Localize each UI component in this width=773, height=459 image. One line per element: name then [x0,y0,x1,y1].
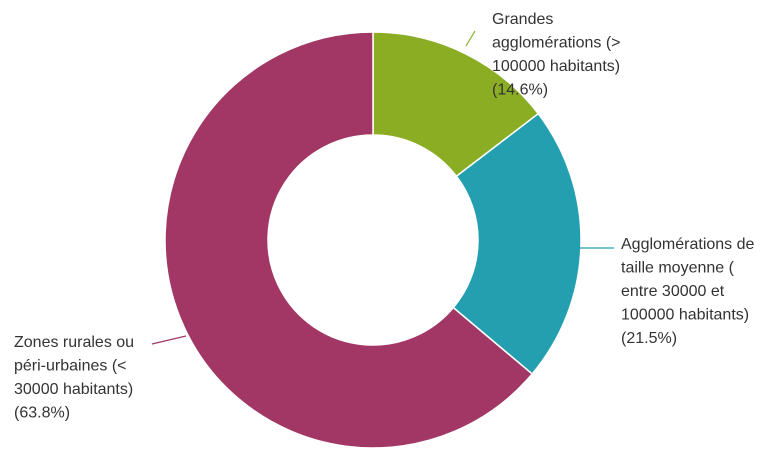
leader-line-2 [151,335,187,345]
leader-line-0 [465,30,476,47]
slice-label-0-line-3: (14.6%) [492,82,548,99]
donut-slices [164,31,582,449]
slice-label-2-line-2: 30000 habitants) [14,381,133,398]
slice-label-0: Grandes agglomérations (> 100000 habitants… [492,11,621,99]
slice-1 [452,112,582,376]
slice-label-1-line-1: taille moyenne ( [621,260,735,277]
slice-label-0-line-2: 100000 habitants) [492,58,620,75]
slice-label-0-line-1: agglomérations (> [492,35,621,52]
slice-label-2-line-0: Zones rurales ou [14,334,134,351]
slice-label-1-line-0: Agglomérations de [621,236,755,253]
slice-label-1-line-3: 100000 habitants) [621,307,749,324]
slice-2 [164,31,534,449]
slice-label-2: Zones rurales ou péri-urbaines (< 30000 ha… [14,334,134,422]
slice-label-2-line-1: péri-urbaines (< [14,358,127,375]
slice-label-1-line-2: entre 30000 et [621,283,725,300]
slice-label-2-line-3: (63.8%) [14,405,70,422]
leader-lines [151,30,614,345]
slice-label-1-line-4: (21.5%) [621,330,677,347]
slice-labels: Grandes agglomérations (> 100000 habitants… [14,11,755,422]
slice-label-0-line-0: Grandes [492,11,553,28]
slice-label-1: Agglomérations de taille moyenne ( entre 3… [621,236,755,347]
